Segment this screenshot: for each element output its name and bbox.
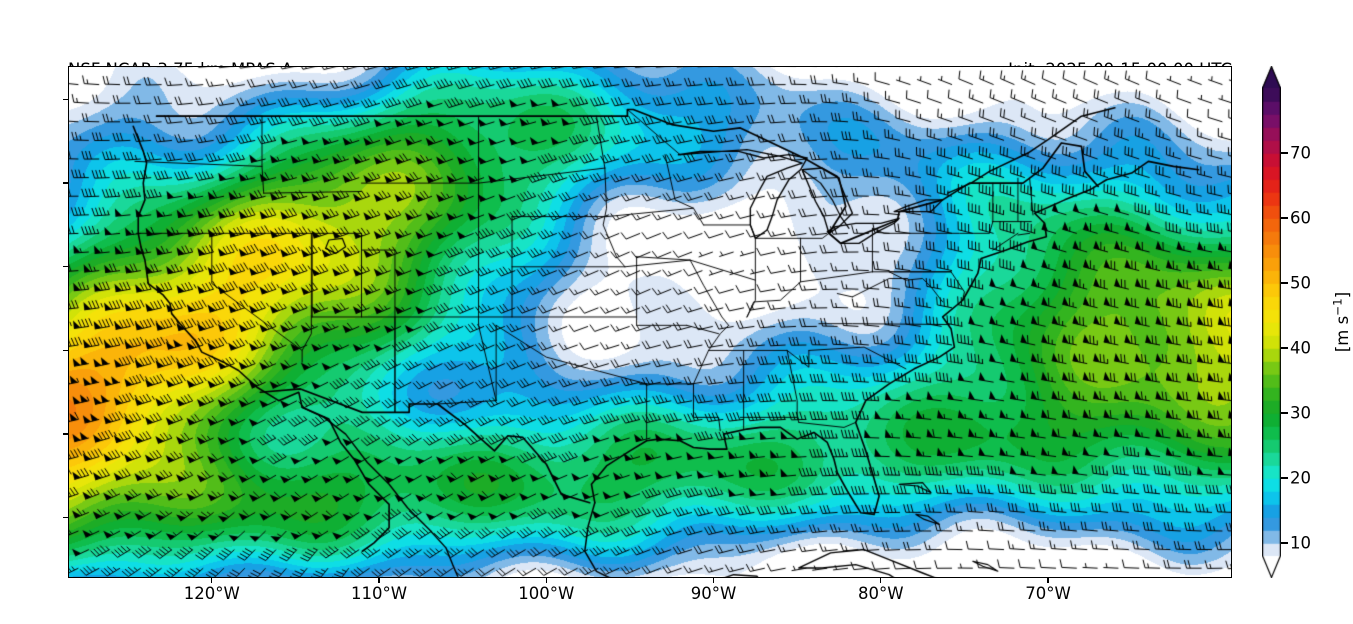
colorbar-gradient [1262,66,1281,578]
longitude-tick-label: 120°W [183,584,240,603]
longitude-tick-label: 90°W [690,584,737,603]
colorbar-tick-mark [1281,152,1288,154]
longitude-tick-mark [712,578,715,583]
colorbar-tick-mark [1281,477,1288,479]
latitude-tick-mark [63,433,68,435]
longitude-tick-mark [545,578,547,583]
colorbar [1262,66,1281,578]
longitude-tick-label: 80°W [858,584,904,603]
colorbar-tick-label: 70 [1290,143,1311,163]
longitude-tick-label: 110°W [351,584,408,603]
latitude-tick-mark [63,517,68,519]
colorbar-tick-label: 20 [1290,468,1311,488]
latitude-tick-mark [63,266,68,268]
longitude-tick-mark [880,578,882,583]
colorbar-tick-mark [1281,347,1288,349]
map-plot-area [68,66,1232,578]
latitude-tick-mark [63,349,68,352]
longitude-tick-mark [378,578,380,583]
latitude-tick-mark [63,182,68,184]
colorbar-tick-label: 10 [1290,533,1311,553]
latitude-tick-mark [63,98,68,101]
colorbar-tick-mark [1281,282,1288,284]
colorbar-tick-label: 30 [1290,403,1311,423]
colorbar-unit-prefix: [m s [1332,315,1352,353]
colorbar-unit-label: [m s−1] [1330,292,1352,352]
longitude-tick-label: 70°W [1025,584,1071,603]
longitude-tick-mark [1047,578,1049,583]
colorbar-tick-mark [1281,412,1288,414]
colorbar-unit-suffix: ] [1332,291,1352,299]
longitude-tick-mark [211,578,213,583]
colorbar-tick-label: 50 [1290,273,1311,293]
colorbar-unit-exponent: −1 [1330,298,1345,316]
colorbar-tick-label: 60 [1290,208,1311,228]
colorbar-tick-mark [1281,542,1288,544]
colorbar-tick-mark [1281,217,1288,219]
colorbar-tick-label: 40 [1290,338,1311,358]
longitude-tick-label: 100°W [518,584,575,603]
wind-speed-map [68,66,1232,578]
